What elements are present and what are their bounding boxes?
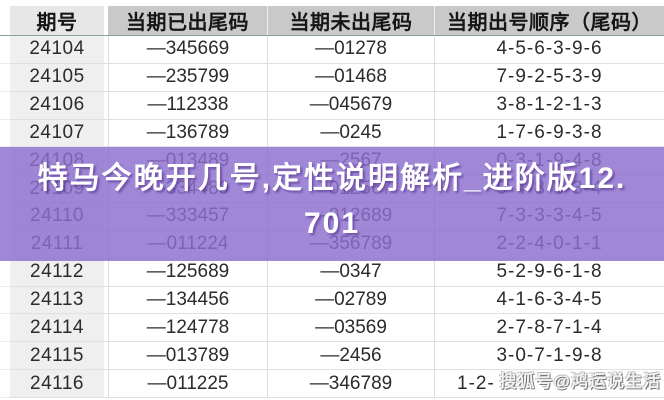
issue-cell: 24104	[10, 36, 104, 64]
draw-order-cell: 5-2-9-6-1-8	[435, 258, 664, 287]
undrawn-tails-cell: —346789	[268, 370, 435, 398]
undrawn-tails-cell: —045679	[268, 91, 435, 120]
row-margin	[0, 314, 10, 343]
table-row: 24112 —125689 —0347 5-2-9-6-1-8	[0, 258, 664, 287]
issue-cell: 24113	[10, 286, 104, 315]
drawn-tails-cell: —013789	[108, 342, 268, 371]
draw-order-cell: 3-0-7-1-9-8	[435, 342, 664, 371]
draw-order-cell: 7-9-2-5-3-9	[435, 63, 664, 92]
banner-title-line1: 特马今晚开几号,定性说明解析_进阶版12.	[37, 162, 627, 195]
row-gap	[104, 314, 108, 343]
row-margin	[0, 342, 10, 371]
undrawn-tails-cell: —01468	[268, 63, 435, 92]
row-gap	[104, 36, 108, 64]
issue-cell: 24105	[10, 63, 104, 92]
undrawn-tails-cell: —01278	[268, 36, 435, 64]
drawn-tails-cell: —011225	[108, 370, 268, 398]
draw-order-cell: 4-5-6-3-9-6	[435, 36, 664, 64]
row-gap	[104, 258, 108, 287]
drawn-tails-cell: —112338	[108, 91, 268, 120]
row-margin	[0, 258, 10, 287]
drawn-tails-cell: —125689	[108, 258, 268, 287]
table-row: 24107 —136789 —0245 1-7-6-9-3-8	[0, 119, 664, 148]
undrawn-tails-cell: —02789	[268, 286, 435, 315]
header-drawn-tails: 当期已出尾码	[108, 6, 268, 35]
drawn-tails-cell: —134456	[108, 286, 268, 315]
draw-order-cell: 1-2-	[435, 370, 664, 398]
issue-cell: 24107	[10, 119, 104, 148]
row-gap	[104, 63, 108, 92]
table-header: 期号 当期已出尾码 当期未出尾码 当期出号顺序（尾码）	[0, 0, 664, 36]
drawn-tails-cell: —345669	[108, 36, 268, 64]
left-margin-header	[0, 6, 10, 35]
undrawn-tails-cell: —2456	[268, 342, 435, 371]
table-row: 24116 —011225 —346789 1-2-	[0, 370, 664, 398]
table-row: 24115 —013789 —2456 3-0-7-1-9-8	[0, 342, 664, 371]
row-gap	[104, 342, 108, 371]
table-row: 24114 —124778 —03569 2-7-8-7-1-4	[0, 314, 664, 343]
table-row: 24105 —235799 —01468 7-9-2-5-3-9	[0, 63, 664, 92]
row-gap	[104, 370, 108, 398]
issue-cell: 24116	[10, 370, 104, 398]
banner-title-line2: 701	[303, 207, 361, 240]
row-margin	[0, 63, 10, 92]
table-row: 24106 —112338 —045679 3-8-1-2-1-3	[0, 91, 664, 120]
row-gap	[104, 286, 108, 315]
issue-cell: 24112	[10, 258, 104, 287]
issue-cell: 24114	[10, 314, 104, 343]
drawn-tails-cell: —235799	[108, 63, 268, 92]
header-gap	[104, 6, 108, 35]
drawn-tails-cell: —136789	[108, 119, 268, 148]
undrawn-tails-cell: —0245	[268, 119, 435, 148]
issue-cell: 24106	[10, 91, 104, 120]
header-draw-order: 当期出号顺序（尾码）	[435, 6, 664, 35]
header-issue: 期号	[10, 6, 104, 35]
issue-cell: 24115	[10, 342, 104, 371]
row-margin	[0, 370, 10, 398]
row-margin	[0, 91, 10, 120]
draw-order-cell: 3-8-1-2-1-3	[435, 91, 664, 120]
drawn-tails-cell: —124778	[108, 314, 268, 343]
row-margin	[0, 36, 10, 64]
row-gap	[104, 91, 108, 120]
undrawn-tails-cell: —03569	[268, 314, 435, 343]
row-gap	[104, 119, 108, 148]
draw-order-cell: 2-7-8-7-1-4	[435, 314, 664, 343]
draw-order-cell: 1-7-6-9-3-8	[435, 119, 664, 148]
row-margin	[0, 286, 10, 315]
promo-banner-overlay: 特马今晚开几号,定性说明解析_进阶版12. 701	[0, 147, 664, 261]
draw-order-cell: 4-1-6-3-4-5	[435, 286, 664, 315]
row-margin	[0, 119, 10, 148]
undrawn-tails-cell: —0347	[268, 258, 435, 287]
sohu-account-watermark: 搜狐号@鸿运说生活	[499, 372, 661, 391]
header-undrawn-tails: 当期未出尾码	[268, 6, 435, 35]
table-row: 24104 —345669 —01278 4-5-6-3-9-6	[0, 36, 664, 64]
table-row: 24113 —134456 —02789 4-1-6-3-4-5	[0, 286, 664, 315]
